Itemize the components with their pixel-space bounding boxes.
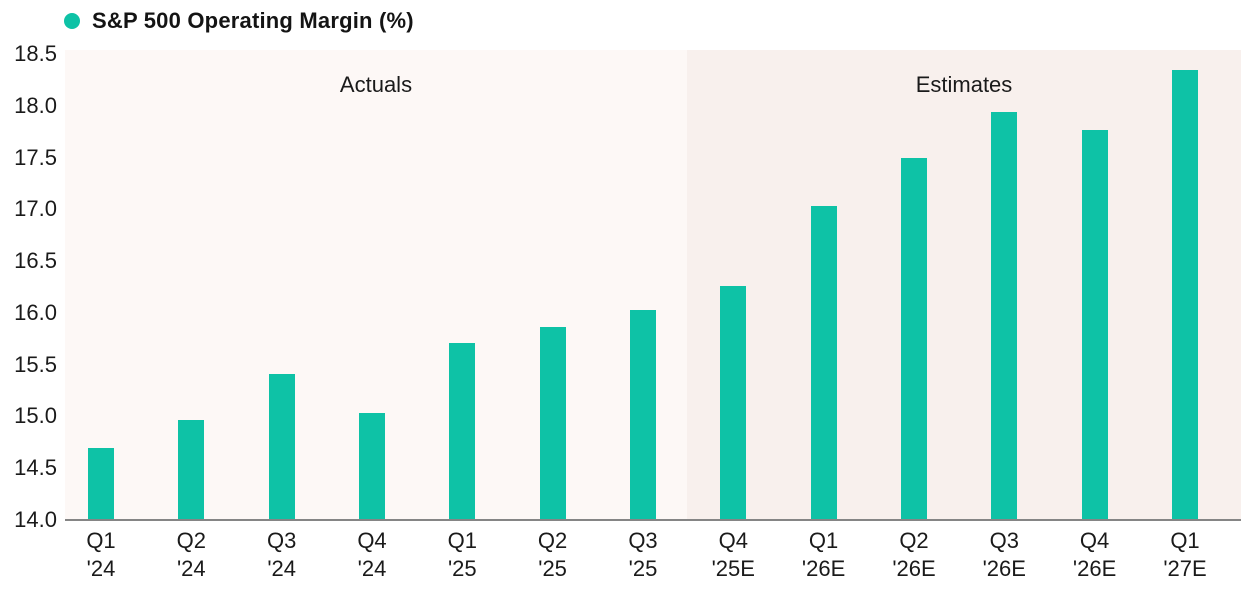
y-tick-label-16.5: 16.5 bbox=[14, 248, 57, 274]
x-tick-label-q224: Q2 '24 bbox=[176, 528, 206, 581]
y-tick-label-14.0: 14.0 bbox=[14, 507, 57, 532]
bar-q426e bbox=[1081, 129, 1108, 520]
actuals-region-label: Actuals bbox=[339, 72, 413, 97]
x-tick-label-q424: Q4 '24 bbox=[357, 528, 387, 581]
bar-q225 bbox=[539, 327, 566, 520]
x-tick-label-q125: Q1 '25 bbox=[447, 528, 477, 581]
bar-q424 bbox=[359, 413, 385, 520]
legend-label: S&P 500 Operating Margin (%) bbox=[92, 8, 414, 33]
x-axis: Q1 '24 Q2 '24 Q3 '24 Q4 '24 Q1 '25 Q2 '25 Q3 '… bbox=[0, 527, 1241, 587]
y-tick-label-18.0: 18.0 bbox=[14, 92, 57, 118]
estimates-region-label: Estimates bbox=[915, 72, 1013, 97]
y-tick-label-14.5: 14.5 bbox=[14, 455, 57, 481]
bar-q226e bbox=[901, 157, 927, 520]
legend-dot-icon bbox=[64, 13, 80, 29]
estimates-region-background bbox=[687, 50, 1241, 520]
x-tick-label-q127e: Q1 '27E bbox=[1163, 528, 1207, 581]
y-tick-label-15.5: 15.5 bbox=[14, 351, 57, 377]
x-tick-label-q324: Q3 '24 bbox=[267, 528, 297, 581]
bar-q425e bbox=[720, 286, 747, 520]
bar-q124 bbox=[88, 447, 114, 520]
x-tick-label-q326e: Q3 '26E bbox=[982, 528, 1026, 581]
y-tick-label-18.5: 18.5 bbox=[14, 41, 57, 66]
y-tick-label-16.0: 16.0 bbox=[14, 299, 57, 325]
x-tick-label-q425e: Q4 '25E bbox=[711, 528, 755, 581]
x-tick-label-q225: Q2 '25 bbox=[537, 528, 568, 581]
bar-q126e bbox=[810, 206, 837, 520]
bar-q224 bbox=[178, 419, 205, 520]
y-tick-label-15.0: 15.0 bbox=[14, 403, 57, 429]
bar-q127e bbox=[1172, 69, 1198, 520]
bars-container bbox=[65, 50, 1241, 520]
bar-q325 bbox=[630, 309, 656, 520]
x-tick-label-q325: Q3 '25 bbox=[628, 528, 658, 581]
bar-q125 bbox=[449, 342, 476, 520]
x-tick-label-q226e: Q2 '26E bbox=[892, 528, 936, 581]
x-tick-label-q124: Q1 '24 bbox=[86, 528, 116, 581]
x-tick-label-q426e: Q4 '26E bbox=[1072, 528, 1117, 581]
legend: S&P 500 Operating Margin (%) bbox=[64, 6, 414, 36]
y-tick-label-17.0: 17.0 bbox=[14, 196, 57, 222]
bar-q324 bbox=[268, 374, 295, 520]
y-tick-label-17.5: 17.5 bbox=[14, 144, 57, 170]
bar-q326e bbox=[991, 112, 1018, 520]
x-axis-line bbox=[65, 519, 1241, 521]
x-tick-label-q126e: Q1 '26E bbox=[801, 528, 846, 581]
y-axis: 14.0 14.5 15.0 15.5 16.0 16.5 17.0 17.5 18.0 18.5 bbox=[0, 0, 57, 592]
plot-area: Actuals Estimates bbox=[65, 50, 1241, 521]
